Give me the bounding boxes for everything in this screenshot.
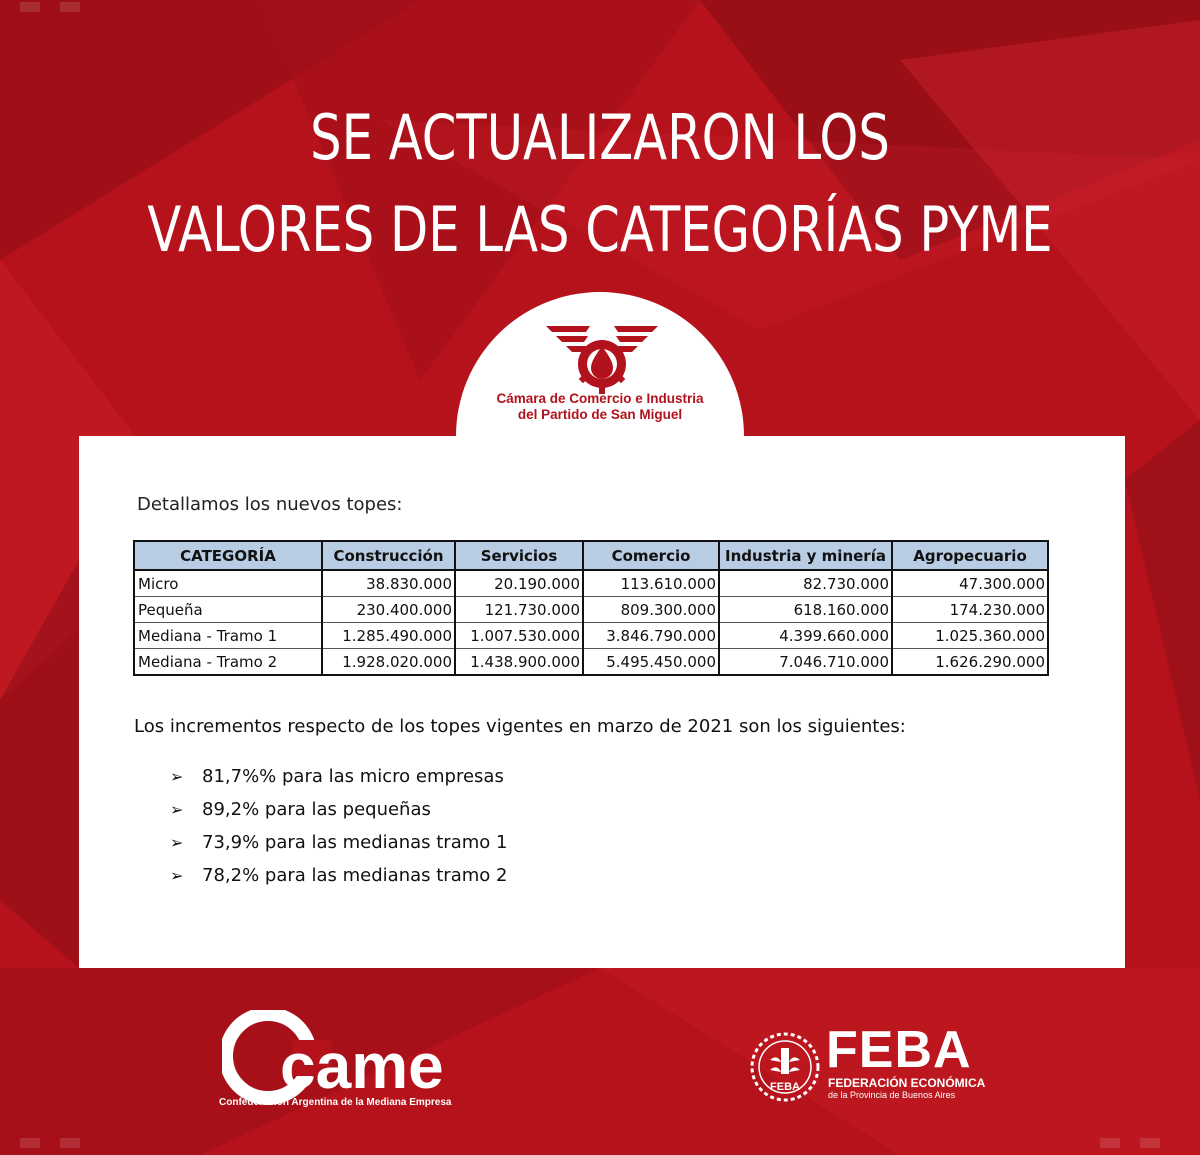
header-industria: Industria y minería xyxy=(718,540,893,571)
table-cell: 38.830.000 xyxy=(321,569,456,597)
table-cell: 618.160.000 xyxy=(718,596,893,623)
table-row: Pequeña 230.400.000 121.730.000 809.300.… xyxy=(133,596,1049,623)
page-title: SE ACTUALIZARON LOS VALORES DE LAS CATEG… xyxy=(120,92,1080,276)
table-row: Micro 38.830.000 20.190.000 113.610.000 … xyxy=(133,569,1049,597)
table-cell: Mediana - Tramo 1 xyxy=(133,622,323,649)
list-item: ➢ 89,2% para las pequeñas xyxy=(170,797,507,830)
table-cell: Pequeña xyxy=(133,596,323,623)
table-cell: 4.399.660.000 xyxy=(718,622,893,649)
chamber-name: Cámara de Comercio e Industria del Parti… xyxy=(456,391,744,423)
table-cell: 1.007.530.000 xyxy=(454,622,584,649)
list-item: ➢ 81,7%% para las micro empresas xyxy=(170,764,507,797)
header-agropecuario: Agropecuario xyxy=(891,540,1049,571)
feba-caption-2: de la Provincia de Buenos Aires xyxy=(828,1090,956,1100)
content-card xyxy=(79,436,1125,968)
title-line-2: VALORES DE LAS CATEGORÍAS PYME xyxy=(147,193,1053,266)
list-item-text: 89,2% para las pequeñas xyxy=(202,799,431,820)
header-comercio: Comercio xyxy=(582,540,720,571)
arrow-bullet-icon: ➢ xyxy=(170,767,184,786)
arrow-bullet-icon: ➢ xyxy=(170,866,184,885)
came-logo-text: came xyxy=(280,1030,444,1102)
table-cell: 174.230.000 xyxy=(891,596,1049,623)
winged-drop-gear-icon xyxy=(546,326,658,394)
feba-caption-1: FEDERACIÓN ECONÓMICA xyxy=(828,1076,986,1090)
table-row: Mediana - Tramo 1 1.285.490.000 1.007.53… xyxy=(133,622,1049,649)
table-cell: 121.730.000 xyxy=(454,596,584,623)
table-cell: 1.626.290.000 xyxy=(891,648,1049,676)
feba-name: FEBA xyxy=(826,1021,972,1079)
increments-intro: Los incrementos respecto de los topes vi… xyxy=(134,716,906,737)
header-servicios: Servicios xyxy=(454,540,584,571)
list-item-text: 81,7%% para las micro empresas xyxy=(202,766,504,787)
table-cell: 3.846.790.000 xyxy=(582,622,720,649)
came-caption: Confederación Argentina de la Mediana Em… xyxy=(219,1097,452,1108)
came-logo: came xyxy=(222,1010,444,1105)
feba-seal-text: FEBA xyxy=(770,1081,800,1093)
table-cell: 7.046.710.000 xyxy=(718,648,893,676)
arrow-bullet-icon: ➢ xyxy=(170,833,184,852)
table-header-row: CATEGORÍA Construcción Servicios Comerci… xyxy=(133,540,1049,571)
arrow-bullet-icon: ➢ xyxy=(170,800,184,819)
list-item-text: 78,2% para las medianas tramo 2 xyxy=(202,865,508,886)
table-cell: 113.610.000 xyxy=(582,569,720,597)
table-row: Mediana - Tramo 2 1.928.020.000 1.438.90… xyxy=(133,648,1049,676)
table-cell: 47.300.000 xyxy=(891,569,1049,597)
header-categoria: CATEGORÍA xyxy=(133,540,323,571)
table-cell: 82.730.000 xyxy=(718,569,893,597)
table-cell: Micro xyxy=(133,569,323,597)
header-construccion: Construcción xyxy=(321,540,456,571)
table-intro: Detallamos los nuevos topes: xyxy=(137,494,403,515)
table-cell: 1.438.900.000 xyxy=(454,648,584,676)
list-item: ➢ 73,9% para las medianas tramo 1 xyxy=(170,830,507,863)
pyme-limits-table: CATEGORÍA Construcción Servicios Comerci… xyxy=(133,540,1049,676)
feba-seal-icon: FEBA xyxy=(750,1032,820,1102)
list-item-text: 73,9% para las medianas tramo 1 xyxy=(202,832,508,853)
table-cell: Mediana - Tramo 2 xyxy=(133,648,323,676)
table-cell: 5.495.450.000 xyxy=(582,648,720,676)
table-cell: 1.025.360.000 xyxy=(891,622,1049,649)
chamber-name-line-1: Cámara de Comercio e Industria xyxy=(496,391,704,406)
table-cell: 1.928.020.000 xyxy=(321,648,456,676)
chamber-name-line-2: del Partido de San Miguel xyxy=(517,407,683,422)
table-cell: 1.285.490.000 xyxy=(321,622,456,649)
table-cell: 20.190.000 xyxy=(454,569,584,597)
title-line-1: SE ACTUALIZARON LOS xyxy=(310,101,890,174)
table-cell: 809.300.000 xyxy=(582,596,720,623)
table-cell: 230.400.000 xyxy=(321,596,456,623)
list-item: ➢ 78,2% para las medianas tramo 2 xyxy=(170,863,507,896)
increments-list: ➢ 81,7%% para las micro empresas ➢ 89,2% p… xyxy=(170,764,507,896)
